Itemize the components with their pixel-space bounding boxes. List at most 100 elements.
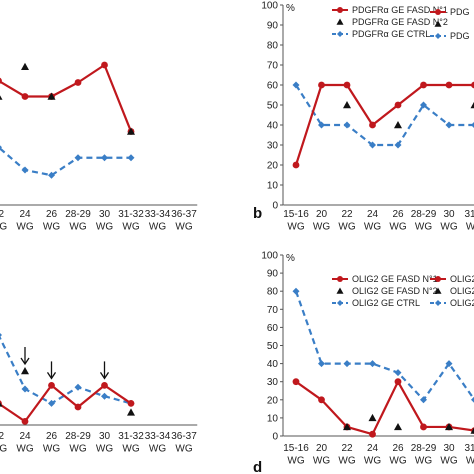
panel-d-y-tick-label: 10 bbox=[267, 413, 279, 424]
panel-a-x-tick-label: 33-34 WG bbox=[145, 209, 171, 233]
panel-d-y-tick-label: 40 bbox=[267, 359, 279, 370]
panel-c-series-ctrl-line bbox=[0, 335, 132, 405]
panel-a-fasd1-point bbox=[0, 77, 2, 84]
panel-d-y-tick-label: 30 bbox=[267, 377, 279, 388]
panel-b-fasd1-point bbox=[369, 121, 376, 129]
panel-a-x-tick-label: 36-37 WG bbox=[171, 209, 197, 233]
panel-a-x-tick-label: 31-32 WG bbox=[118, 209, 144, 233]
panel-d-ctrl-point bbox=[420, 396, 427, 404]
panel-a-fasd2-point bbox=[21, 62, 29, 70]
panel-c-fasd1-point bbox=[74, 403, 82, 411]
panel-a-x-tick-label: 26 WG bbox=[43, 209, 60, 233]
panel-c-x-tick-label: 33-34 WG bbox=[145, 431, 171, 455]
panel-d-ctrl-point bbox=[292, 287, 300, 295]
panel-d-legend-fasd2-marker bbox=[434, 287, 442, 294]
panel-c-arrow-head bbox=[99, 372, 110, 380]
panel-d-fasd1-point bbox=[394, 378, 402, 386]
panel-b-legend-label: PDG bbox=[450, 31, 470, 41]
panel-a-ctrl-point bbox=[21, 166, 29, 174]
panel-d-series-ctrl-line bbox=[294, 290, 474, 401]
panel-d-fasd1-point bbox=[318, 396, 325, 404]
panel-d-y-tick-label: 100 bbox=[261, 251, 278, 262]
panel-a-fasd1-point bbox=[74, 79, 82, 86]
panel-d-ctrl-point bbox=[471, 396, 474, 403]
panel-a-series-ctrl-line bbox=[0, 147, 131, 177]
panel-b-x-tick-label: 15-16 WG bbox=[283, 209, 309, 233]
panel-a-ctrl-point bbox=[74, 154, 82, 162]
panel-b-x-tick-label: 31-3WG bbox=[464, 209, 474, 233]
panel-d-fasd2-point bbox=[445, 422, 453, 431]
panel-d-x-tick-label: 24 WG bbox=[364, 443, 381, 467]
panel-a-legend-fasd1-marker bbox=[337, 7, 343, 13]
panel-b-y-tick-label: 50 bbox=[267, 101, 279, 112]
panel-d-y-tick-label: 90 bbox=[267, 269, 279, 280]
panel-c-fasd2-point bbox=[0, 402, 3, 407]
panel-a-legend-ctrl-marker bbox=[337, 31, 343, 37]
panel-c-legend-ctrl-marker bbox=[337, 300, 343, 306]
panel-d-fasd1-point bbox=[369, 430, 376, 438]
panel-d-y-tick-label: 50 bbox=[267, 341, 279, 352]
panel-b-legend-fasd1-marker bbox=[435, 9, 441, 15]
panel-b-ctrl-point bbox=[394, 141, 402, 149]
panel-c-x-tick-label: 24 WG bbox=[16, 431, 33, 455]
panel-b-y-tick-label: 90 bbox=[267, 21, 279, 32]
panel-d-unit-label: % bbox=[286, 253, 295, 264]
panel-c-x-tick-label: 31-32 WG bbox=[118, 431, 144, 455]
panel-a-x-tick-label: 30 WG bbox=[96, 209, 113, 233]
panel-c-fasd1-point bbox=[127, 400, 135, 407]
panel-d-legend-ctrl-marker bbox=[435, 300, 441, 306]
panel-c-ctrl-point bbox=[0, 333, 2, 337]
panel-b-series-fasd1-line bbox=[294, 83, 474, 166]
panel-c-ctrl-point bbox=[101, 392, 108, 400]
panel-a-legend-label: PDGFRα GE CTRL bbox=[352, 29, 430, 39]
panel-b-x-tick-label: 28-29 WG bbox=[411, 209, 437, 233]
panel-c-legend-fasd1-marker bbox=[337, 276, 343, 282]
panel-d-y-tick-label: 80 bbox=[267, 287, 279, 298]
panel-d-y-tick-label: 60 bbox=[267, 323, 279, 334]
panel-b-legend-fasd2-marker bbox=[434, 20, 442, 27]
panel-b-y-tick-label: 40 bbox=[267, 121, 279, 132]
panel-b-fasd1-point bbox=[292, 161, 300, 169]
panel-b-fasd2-point bbox=[343, 101, 351, 109]
panel-d-legend-fasd1-marker bbox=[435, 276, 441, 282]
panel-d-y-tick-label: 70 bbox=[267, 305, 279, 316]
panel-a-ctrl-point bbox=[48, 171, 55, 179]
panel-c-series-fasd1-line bbox=[0, 384, 132, 423]
panel-b-fasd1-point bbox=[471, 81, 474, 89]
panel-b-y-tick-label: 10 bbox=[267, 181, 279, 192]
panel-d-ctrl-point bbox=[445, 360, 453, 368]
panel-b-ctrl-point bbox=[343, 121, 351, 129]
panel-b-fasd1-point bbox=[420, 81, 427, 89]
panel-d-y-tick-label: 0 bbox=[272, 432, 278, 443]
panel-b-x-tick-label: 24 WG bbox=[364, 209, 381, 233]
panel-d-x-tick-label: 30 WG bbox=[440, 443, 457, 467]
panel-c-arrow-head bbox=[46, 372, 57, 380]
panel-b-ctrl-point bbox=[420, 101, 427, 109]
panel-b-ctrl-point bbox=[318, 121, 325, 129]
panel-b-x-tick-label: 20 WG bbox=[313, 209, 330, 233]
panel-c-fasd1-point bbox=[101, 382, 108, 389]
panel-d-x-tick-label: 26 WG bbox=[389, 443, 406, 467]
panel-d-letter: d bbox=[253, 459, 262, 474]
panel-b-y-tick-label: 70 bbox=[267, 61, 279, 72]
panel-b-unit-label: % bbox=[286, 3, 295, 14]
panel-c-fasd1-point bbox=[48, 382, 55, 389]
panel-c-x-tick-label: 30 WG bbox=[96, 431, 113, 455]
panel-c-x-tick-label: 28-29 WG bbox=[65, 431, 91, 455]
panel-b-y-tick-label: 60 bbox=[267, 81, 279, 92]
panel-b-ctrl-point bbox=[445, 121, 453, 129]
panel-a-x-tick-label: 28-29 WG bbox=[65, 209, 91, 233]
panel-d-fasd1-point bbox=[420, 423, 427, 431]
panel-d-fasd2-point bbox=[368, 413, 377, 422]
panel-b-legend-label: PDG bbox=[450, 7, 470, 17]
panel-d-x-tick-label: 15-16 WG bbox=[283, 443, 309, 467]
panel-b-fasd2-point bbox=[470, 101, 474, 109]
panel-d-y-tick-label: 20 bbox=[267, 395, 279, 406]
panel-b-x-tick-label: 22 WG bbox=[338, 209, 355, 233]
panel-b-legend-ctrl-marker bbox=[435, 33, 441, 39]
panel-d-ctrl-point bbox=[343, 360, 351, 368]
panel-a-ctrl-point bbox=[101, 154, 108, 162]
panel-a-ctrl-point bbox=[127, 154, 135, 162]
